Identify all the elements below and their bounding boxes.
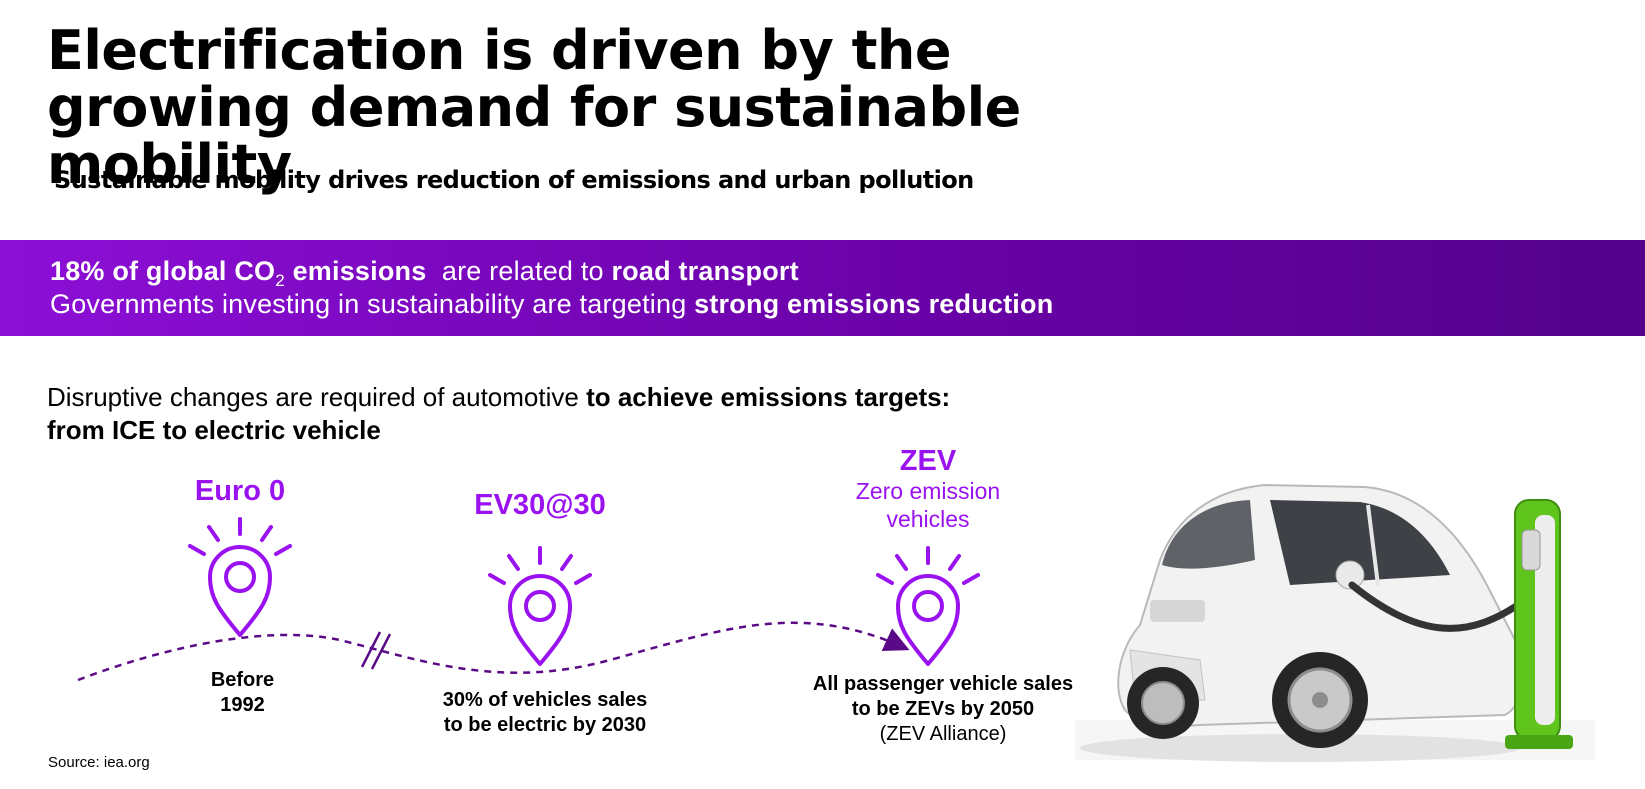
banner-stat: 18% of global CO <box>50 256 276 286</box>
caption-zev-line-1: All passenger vehicle sales <box>812 673 1074 695</box>
caption-ev30: 30% of vehicles sales to be electric by … <box>420 688 670 738</box>
zev-description-line-2: vehicles <box>886 506 970 532</box>
timeline-path <box>77 621 910 682</box>
electric-car-image <box>1075 483 1595 762</box>
caption-zev: All passenger vehicle sales to be ZEVs b… <box>798 672 1088 722</box>
caption-euro0: Before 1992 <box>180 668 305 718</box>
page-subtitle: Sustainable mobility drives reduction of… <box>54 166 974 194</box>
banner-stat-suffix: emissions <box>284 256 427 286</box>
banner-emphasis: road transport <box>611 256 799 286</box>
milestone-label-euro0: Euro 0 <box>194 475 286 507</box>
highlight-banner: 18% of global CO2 emissions are related … <box>0 240 1645 336</box>
intro-plain: Disruptive changes are required of autom… <box>47 382 587 412</box>
banner-subscript: 2 <box>275 271 285 290</box>
zev-description-line-1: Zero emission <box>855 478 1001 504</box>
source-note: Source: iea.org <box>48 754 150 771</box>
caption-zev-note: (ZEV Alliance) <box>879 723 1007 745</box>
banner-text: are related to <box>426 256 612 286</box>
milestone-label-zev: ZEV <box>899 445 957 477</box>
caption-euro0-line-2: 1992 <box>220 694 265 716</box>
caption-ev30-line-1: 30% of vehicles sales <box>442 689 648 711</box>
milestone-label-ev30: EV30@30 <box>474 489 606 521</box>
caption-ev30-line-2: to be electric by 2030 <box>443 714 647 736</box>
page-title: Electrification is driven by the growing… <box>47 19 1021 196</box>
intro-text: Disruptive changes are required of autom… <box>47 381 997 447</box>
caption-zev-line-2: to be ZEVs by 2050 <box>851 698 1035 720</box>
banner-emphasis-2: strong emissions reduction <box>694 289 1054 319</box>
ev30-pin-icon <box>488 546 592 666</box>
banner-line-2: Governments investing in sustainability … <box>50 289 1053 320</box>
euro0-pin-icon <box>188 517 292 637</box>
timeline-break-icon <box>360 631 392 670</box>
zev-pin-icon <box>876 546 980 666</box>
caption-euro0-line-1: Before <box>210 669 275 691</box>
banner-text-2: Governments investing in sustainability … <box>50 289 695 319</box>
intro-bold: to achieve emissions targets: from ICE t… <box>47 382 951 445</box>
banner-line-1: 18% of global CO2 emissions are related … <box>50 256 799 290</box>
